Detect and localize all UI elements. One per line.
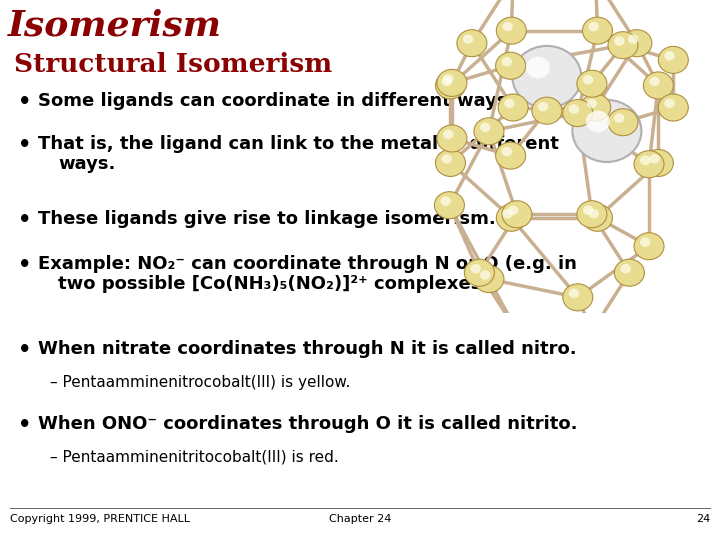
Circle shape: [437, 70, 467, 97]
Circle shape: [532, 97, 562, 124]
Text: •: •: [18, 135, 32, 155]
Circle shape: [502, 201, 532, 228]
Text: Chapter 24: Chapter 24: [329, 514, 391, 524]
Circle shape: [508, 205, 518, 215]
Circle shape: [658, 46, 688, 73]
Circle shape: [441, 154, 452, 164]
Text: – Pentaamminenitritocobalt(III) is red.: – Pentaamminenitritocobalt(III) is red.: [50, 450, 338, 465]
Circle shape: [480, 123, 490, 132]
Circle shape: [614, 113, 624, 123]
Circle shape: [665, 51, 675, 60]
Circle shape: [658, 94, 688, 121]
Text: Example: NO₂⁻ can coordinate through N or O (e.g. in: Example: NO₂⁻ can coordinate through N o…: [38, 255, 577, 273]
Circle shape: [443, 130, 454, 139]
Text: two possible [Co(NH₃)₅(NO₂)]²⁺ complexes).: two possible [Co(NH₃)₅(NO₂)]²⁺ complexes…: [58, 275, 497, 293]
Circle shape: [621, 264, 631, 273]
Circle shape: [434, 192, 464, 219]
Text: 24: 24: [696, 514, 710, 524]
Text: When nitrate coordinates through N it is called nitro.: When nitrate coordinates through N it is…: [38, 340, 577, 358]
Circle shape: [569, 288, 580, 298]
Circle shape: [436, 72, 465, 99]
Circle shape: [502, 147, 512, 156]
Circle shape: [582, 204, 613, 231]
Circle shape: [644, 150, 673, 177]
Circle shape: [640, 238, 650, 247]
Circle shape: [563, 284, 593, 311]
Circle shape: [457, 30, 487, 57]
Circle shape: [441, 77, 452, 86]
Text: •: •: [18, 340, 32, 360]
Circle shape: [583, 75, 593, 84]
Circle shape: [496, 204, 526, 231]
Circle shape: [443, 74, 454, 84]
Circle shape: [503, 209, 513, 218]
Circle shape: [464, 259, 495, 286]
Circle shape: [582, 17, 613, 44]
Text: •: •: [18, 415, 32, 435]
Circle shape: [526, 57, 550, 78]
Circle shape: [608, 32, 638, 59]
Circle shape: [577, 318, 607, 345]
Text: Structural Isomerism: Structural Isomerism: [14, 52, 332, 77]
Circle shape: [665, 99, 675, 108]
Text: – Pentaamminenitrocobalt(III) is yellow.: – Pentaamminenitrocobalt(III) is yellow.: [50, 375, 351, 390]
Circle shape: [572, 100, 642, 162]
Circle shape: [498, 94, 528, 121]
Circle shape: [513, 46, 582, 108]
Circle shape: [622, 30, 652, 57]
Circle shape: [634, 151, 664, 178]
Circle shape: [580, 94, 611, 121]
Circle shape: [644, 72, 673, 99]
Circle shape: [634, 233, 664, 260]
Circle shape: [586, 111, 610, 132]
Text: When ONO⁻ coordinates through O it is called nitrito.: When ONO⁻ coordinates through O it is ca…: [38, 415, 577, 433]
Circle shape: [614, 36, 624, 46]
Circle shape: [587, 99, 597, 108]
Circle shape: [502, 57, 512, 66]
Text: ways.: ways.: [58, 155, 115, 173]
Circle shape: [640, 156, 650, 165]
Text: That is, the ligand can link to the metal in different: That is, the ligand can link to the meta…: [38, 135, 559, 153]
Circle shape: [437, 125, 467, 152]
Circle shape: [504, 99, 515, 108]
Circle shape: [583, 322, 593, 332]
Circle shape: [608, 109, 638, 136]
Circle shape: [441, 197, 451, 206]
Circle shape: [577, 201, 607, 228]
Circle shape: [588, 209, 599, 218]
Circle shape: [463, 35, 474, 44]
Text: •: •: [18, 92, 32, 112]
Circle shape: [495, 52, 526, 79]
Circle shape: [502, 318, 532, 345]
Circle shape: [503, 22, 513, 31]
Circle shape: [569, 104, 580, 114]
Text: Copyright 1999, PRENTICE HALL: Copyright 1999, PRENTICE HALL: [10, 514, 190, 524]
Circle shape: [649, 154, 660, 164]
Circle shape: [496, 17, 526, 44]
Text: Isomerism: Isomerism: [8, 8, 222, 42]
Text: •: •: [18, 255, 32, 275]
Circle shape: [470, 264, 481, 273]
Circle shape: [508, 322, 518, 332]
Circle shape: [563, 99, 593, 126]
Circle shape: [628, 35, 639, 44]
Circle shape: [474, 266, 504, 293]
Text: Some ligands can coordinate in different ways.: Some ligands can coordinate in different…: [38, 92, 514, 110]
Circle shape: [474, 118, 504, 145]
Circle shape: [614, 259, 644, 286]
Circle shape: [588, 22, 599, 31]
Circle shape: [480, 271, 490, 280]
Circle shape: [495, 142, 526, 169]
Text: These ligands give rise to linkage isomerism.: These ligands give rise to linkage isome…: [38, 210, 496, 228]
Text: •: •: [18, 210, 32, 230]
Circle shape: [577, 70, 607, 97]
Circle shape: [436, 150, 465, 177]
Circle shape: [649, 77, 660, 86]
Circle shape: [538, 102, 549, 111]
Circle shape: [583, 205, 593, 215]
